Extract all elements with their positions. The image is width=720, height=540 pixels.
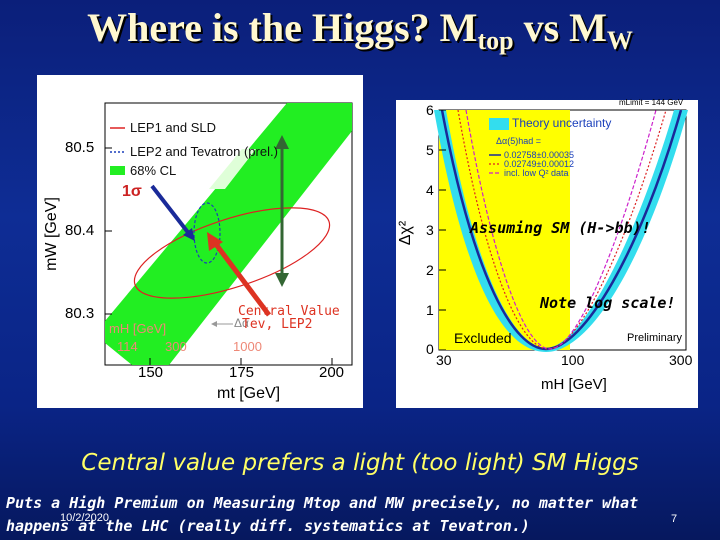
legend-68cl: 68% CL — [130, 163, 177, 178]
chi2-figure — [434, 109, 688, 352]
mw-axis-label: mW [GeV] — [43, 197, 60, 271]
sigma-label: 1σ — [122, 183, 142, 200]
mh-axis-label: mH [GeV] — [541, 376, 607, 393]
mw-mtop-figure — [104, 102, 353, 366]
log-scale-note: Note log scale! — [540, 294, 676, 312]
legend-item-3: incl. low Q² data — [504, 168, 569, 178]
mw-vs-mtop-plot: LEP1 and SLD LEP2 and Tevatron (prel.) 6… — [37, 75, 363, 408]
sm-band — [105, 103, 352, 365]
mt-axis-label: mt [GeV] — [217, 385, 281, 402]
slide-title: Where is the Higgs? Mtop vs MW — [87, 5, 633, 55]
dchi2-tick-3: 3 — [426, 222, 434, 238]
legend-item-2: 0.02749±0.00012 — [504, 159, 575, 169]
dchi2-tick-2: 2 — [426, 262, 434, 278]
legend-dalpha: Δα(5)had = — [496, 136, 541, 146]
mw-tick-803: 80.3 — [65, 305, 95, 322]
page-number: 7 — [671, 513, 678, 525]
lep2-tevatron-ellipse — [193, 202, 221, 264]
legend-item-1: 0.02758±0.00035 — [504, 150, 575, 160]
mt-tick-175: 175 — [229, 364, 255, 381]
dchi2-tick-1: 1 — [426, 302, 434, 318]
mw-tick-804: 80.4 — [65, 222, 95, 239]
central-value-label: Central Value — [238, 304, 340, 319]
mh-tick-114: 114 — [117, 339, 138, 354]
dchi2-tick-5: 5 — [426, 142, 434, 158]
assuming-sm-note: Assuming SM (H->bb)! — [470, 219, 651, 237]
dchi2-tick-4: 4 — [426, 182, 434, 198]
mt-tick-200: 200 — [319, 364, 345, 381]
premium-note-line1: Puts a High Premium on Measuring Mtop an… — [6, 494, 639, 512]
dchi2-tick-6: 6 — [426, 102, 434, 118]
dalpha-label: Δα — [234, 316, 249, 330]
mlimit-label: mLimit = 144 GeV — [619, 98, 684, 107]
central-value-caption: Central value prefers a light (too light… — [81, 450, 639, 476]
preliminary-label: Preliminary — [627, 332, 683, 344]
mw-tick-805: 80.5 — [65, 139, 95, 156]
dchi2-axis-label: Δχ² — [397, 220, 415, 246]
tev-lep2-label: Tev, LEP2 — [242, 317, 313, 332]
mh-tick-300: 300 — [165, 339, 187, 354]
legend-lep1: LEP1 and SLD — [130, 120, 217, 135]
mh-tick-100: 100 — [561, 352, 585, 368]
slide-date: 10/2/2020 — [60, 512, 109, 524]
mh-tick-30: 30 — [436, 352, 452, 368]
legend-theory: Theory uncertainty — [512, 116, 612, 130]
legend-lep2: LEP2 and Tevatron (prel.) — [130, 144, 278, 159]
mh-tick-1000: 1000 — [233, 339, 262, 354]
mh-tick-300: 300 — [669, 352, 693, 368]
mt-tick-150: 150 — [138, 364, 164, 381]
excluded-label: Excluded — [454, 330, 512, 346]
delta-chi2-vs-mh-plot: mLimit = 144 GeV Theory uncertainty Δα(5… — [396, 98, 698, 408]
mh-label: mH [GeV] — [109, 321, 167, 336]
lep1-ellipse — [133, 207, 331, 299]
dchi2-tick-0: 0 — [426, 341, 434, 357]
premium-note-line2: happens at the LHC (really diff. systema… — [6, 517, 530, 535]
